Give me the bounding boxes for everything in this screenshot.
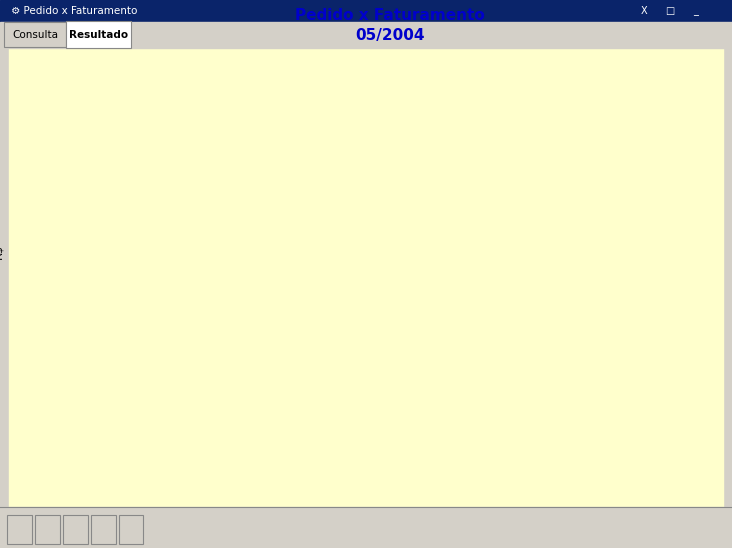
Faturamento (445, 381, 454, 387)
Pedido (294, 270, 302, 277)
X-axis label: (dia): (dia) (377, 468, 403, 478)
Pedido (466, 179, 475, 185)
Faturamento (294, 400, 302, 407)
Pedido (423, 235, 432, 242)
Faturamento (228, 414, 237, 420)
Meta (380, 362, 389, 369)
Faturamento (315, 397, 324, 404)
Text: Resultado: Resultado (70, 30, 128, 40)
Faturamento (402, 392, 411, 399)
Pedido (228, 351, 237, 357)
Faturamento (121, 427, 130, 434)
Text: ⚙ Pedido x Faturamento: ⚙ Pedido x Faturamento (11, 6, 138, 16)
Meta (315, 374, 324, 381)
Line: Pedido: Pedido (79, 65, 690, 439)
Pedido (315, 259, 324, 266)
Text: Consulta: Consulta (12, 30, 58, 40)
Pedido (596, 118, 605, 124)
Meta (682, 313, 691, 319)
Faturamento (99, 431, 108, 437)
Meta (466, 340, 475, 346)
Text: Pedido x Faturamento
05/2004: Pedido x Faturamento 05/2004 (295, 8, 485, 43)
Faturamento (553, 371, 561, 378)
Pedido (99, 415, 108, 421)
Legend: Meta, Pedido, Faturamento: Meta, Pedido, Faturamento (247, 518, 533, 546)
Pedido (164, 364, 173, 370)
Meta (250, 392, 259, 399)
Pedido (121, 368, 130, 374)
Faturamento (466, 378, 475, 385)
Meta (78, 433, 86, 439)
Pedido (575, 132, 583, 139)
Meta (445, 345, 454, 352)
Y-axis label: R$: R$ (0, 244, 3, 259)
Faturamento (142, 422, 151, 429)
Pedido (531, 142, 540, 149)
Text: _: _ (693, 6, 698, 16)
Meta (142, 415, 151, 421)
Meta (596, 328, 605, 335)
Faturamento (423, 390, 432, 396)
Pedido (445, 220, 454, 227)
Meta (618, 322, 627, 329)
Pedido (553, 133, 561, 140)
Faturamento (596, 364, 605, 371)
Line: Meta: Meta (78, 313, 690, 439)
Faturamento (575, 368, 583, 375)
Meta (402, 356, 411, 363)
Faturamento (250, 408, 259, 414)
Pedido (250, 324, 259, 330)
Meta (272, 386, 280, 392)
Meta (99, 426, 108, 433)
Meta (164, 410, 173, 417)
Faturamento (531, 375, 540, 381)
Meta (575, 334, 583, 341)
Pedido (142, 364, 151, 370)
Pedido (380, 242, 389, 248)
Faturamento (164, 417, 173, 424)
Pedido (272, 286, 280, 292)
Text: □: □ (665, 6, 674, 16)
Meta (294, 381, 302, 387)
Meta (121, 420, 130, 427)
Meta (228, 399, 237, 406)
Meta (531, 329, 540, 335)
Text: X: X (640, 6, 648, 16)
Faturamento (682, 356, 691, 363)
Pedido (682, 64, 691, 71)
Faturamento (78, 435, 86, 442)
Faturamento (618, 362, 627, 368)
Line: Faturamento: Faturamento (79, 357, 690, 441)
Faturamento (272, 403, 280, 410)
Faturamento (380, 393, 389, 400)
Pedido (78, 433, 86, 440)
Meta (553, 324, 561, 330)
Pedido (402, 235, 411, 242)
Meta (423, 350, 432, 357)
Pedido (618, 94, 627, 100)
